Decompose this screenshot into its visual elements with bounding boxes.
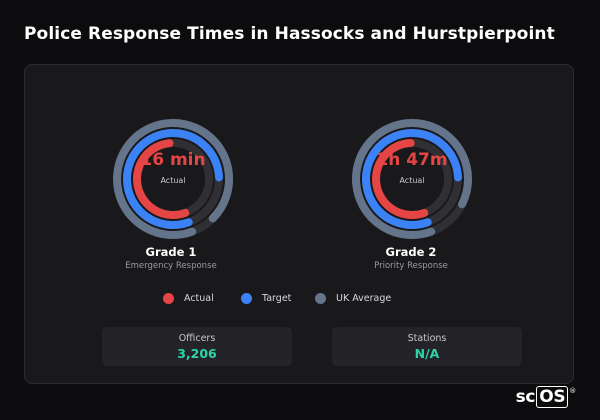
grade-1-target-ring — [123, 129, 223, 229]
uk-average-swatch-icon — [315, 293, 326, 304]
grade-1-radial-chart — [113, 118, 234, 239]
scos-logo: sc OS ® — [515, 386, 576, 408]
grade-1-actual-label: Actual — [160, 176, 186, 185]
legend-label-target: Target — [262, 293, 292, 304]
officers-label: Officers — [178, 333, 216, 344]
legend-item-target: Target — [241, 293, 291, 304]
actual-swatch-icon — [163, 293, 174, 304]
grade-2-target-ring — [362, 129, 462, 229]
grade-1-subtitle: Emergency Response — [125, 261, 217, 271]
target-swatch-icon — [241, 293, 252, 304]
legend-label-actual: Actual — [184, 293, 214, 304]
grade-2-radial-chart — [352, 118, 473, 239]
chart-legend: Actual Target UK Average — [25, 293, 573, 307]
grade-2-actual-value: 1h 47m — [376, 150, 448, 170]
stations-value: N/A — [414, 346, 440, 361]
grade-2-title: Grade 2 — [385, 245, 437, 259]
legend-item-actual: Actual — [163, 293, 214, 304]
grade-2-actual-label: Actual — [399, 176, 425, 185]
grade-2-subtitle: Priority Response — [374, 261, 448, 271]
grade-1-title: Grade 1 — [145, 245, 197, 259]
response-times-card: 16 min Actual Grade 1 Emergency Response… — [24, 64, 574, 384]
grade-1-actual-value: 16 min — [140, 150, 206, 170]
grade-2-uk-average-ring — [352, 119, 472, 239]
stations-label: Stations — [407, 333, 447, 344]
legend-item-uk-average: UK Average — [315, 293, 391, 304]
officers-value: 3,206 — [177, 346, 217, 361]
grade-2-actual-ring — [372, 139, 429, 219]
stations-stat: Stations N/A — [332, 327, 522, 366]
legend-label-uk-average: UK Average — [336, 293, 392, 304]
officers-stat: Officers 3,206 — [102, 327, 292, 366]
page-title: Police Response Times in Hassocks and Hu… — [24, 24, 555, 44]
grade-1-uk-average-ring — [113, 119, 234, 239]
grade-1-actual-ring — [133, 139, 190, 219]
